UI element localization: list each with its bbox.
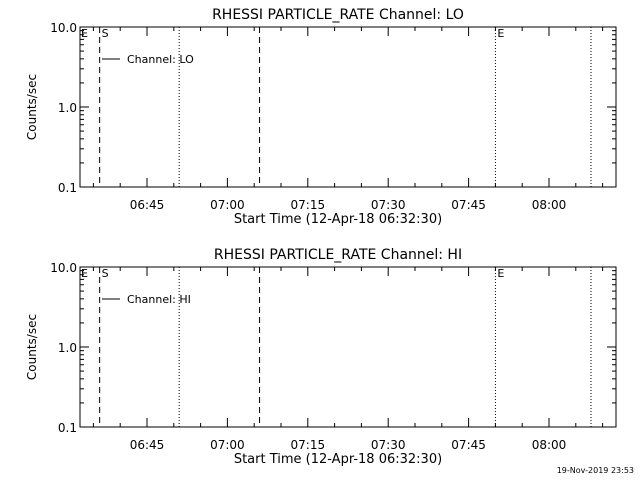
panel-2-x-tick-label: 07:45 [451, 438, 486, 452]
panel-2-event-label: E [497, 267, 504, 280]
panel-1-x-tick-label: 07:30 [371, 198, 406, 212]
panel-1-y-tick-label: 10.0 [50, 21, 77, 35]
panel-1-y-tick-label: 1.0 [58, 101, 77, 115]
panel-2-x-tick-label: 07:00 [210, 438, 245, 452]
panel-1-y-tick-label: 0.1 [58, 181, 77, 195]
panel-2-x-tick-label: 07:30 [371, 438, 406, 452]
panel-1-x-tick-label: 07:15 [291, 198, 326, 212]
panel-2-x-tick-label: 07:15 [291, 438, 326, 452]
panel-1-x-tick-label: 08:00 [532, 198, 567, 212]
panel-2-event-label: S [102, 267, 109, 280]
panel-2-y-axis-label: Counts/sec [25, 314, 39, 380]
panel-2-y-tick-label: 1.0 [58, 341, 77, 355]
panel-1-event-label: S [102, 27, 109, 40]
plot-timestamp: 19-Nov-2019 23:53 [556, 466, 634, 475]
panel-2-x-tick-label: 08:00 [532, 438, 567, 452]
panel-2-y-tick-label: 0.1 [58, 421, 77, 435]
panel-1-x-tick-label: 07:00 [210, 198, 245, 212]
panel-2-corner-label: E [81, 267, 88, 280]
panel-2-x-tick-label: 06:45 [130, 438, 165, 452]
panel-2-x-axis-label: Start Time (12-Apr-18 06:32:30) [234, 452, 442, 467]
panel-1-legend-label: Channel: LO [127, 53, 194, 66]
panel-1-corner-label: E [81, 27, 88, 40]
panel-1-x-axis-label: Start Time (12-Apr-18 06:32:30) [234, 212, 442, 227]
panel-1-plot-frame [79, 26, 617, 188]
panel-1-event-label: E [497, 27, 504, 40]
panel-1-x-tick-label: 07:45 [451, 198, 486, 212]
panel-1-chart-title: RHESSI PARTICLE_RATE Channel: LO [212, 7, 464, 23]
panel-2-y-tick-label: 10.0 [50, 261, 77, 275]
panel-1-y-axis-label: Counts/sec [25, 74, 39, 140]
panel-2-plot-frame [79, 266, 617, 428]
panel-1-x-tick-label: 06:45 [130, 198, 165, 212]
panel-2-legend-label: Channel: HI [127, 293, 191, 306]
panel-2-chart-title: RHESSI PARTICLE_RATE Channel: HI [214, 247, 462, 263]
